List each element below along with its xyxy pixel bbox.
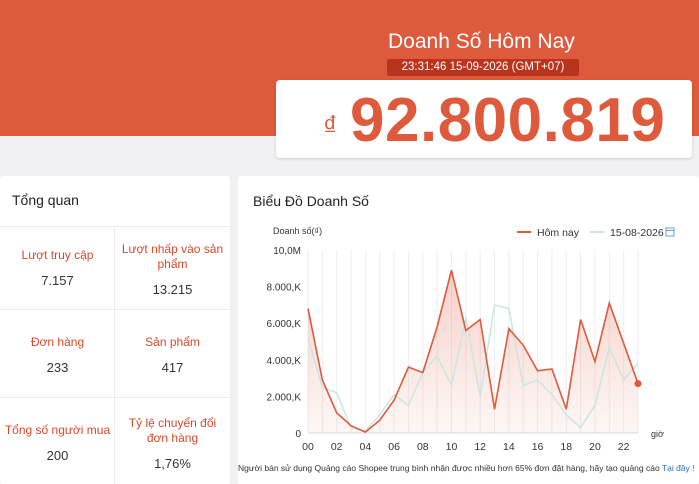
divider bbox=[0, 397, 230, 398]
metric-value: 200 bbox=[46, 448, 69, 463]
overview-title: Tổng quan bbox=[12, 192, 79, 208]
legend-label-compare: 15-08-2026 bbox=[610, 227, 664, 239]
x-tick-label: 18 bbox=[560, 441, 572, 453]
y-tick-label: 2.000,K bbox=[267, 392, 302, 403]
current-point-marker bbox=[634, 380, 642, 388]
divider bbox=[0, 309, 230, 310]
sales-chart: 0 2.000,K 4.000,K 6.000,K 8.000,K 10,0M 00 02 04… bbox=[267, 226, 675, 453]
metric-value: 13.215 bbox=[152, 282, 193, 297]
x-tick-label: 06 bbox=[388, 441, 400, 453]
x-tick-label: 10 bbox=[446, 441, 458, 453]
metric-products[interactable]: Sản phẩm 417 bbox=[115, 335, 230, 375]
metric-value: 233 bbox=[46, 360, 69, 375]
x-tick-label: 16 bbox=[532, 441, 544, 453]
y-tick-label: 0 bbox=[295, 429, 301, 440]
x-tick-label: 12 bbox=[474, 441, 486, 453]
divider bbox=[0, 226, 230, 227]
metric-value: 1,76% bbox=[154, 456, 191, 471]
series-line-today bbox=[307, 269, 639, 434]
x-tick-label: 20 bbox=[589, 441, 601, 453]
series-area-today bbox=[308, 270, 638, 433]
y-tick-label: 8.000,K bbox=[267, 283, 302, 294]
metric-label: Tỷ lệ chuyển đổi đơn hàng bbox=[128, 416, 217, 445]
chart-title: Biểu Đồ Doanh Số bbox=[253, 193, 369, 209]
currency-symbol: ₫ bbox=[323, 110, 338, 141]
x-tick-label: 04 bbox=[360, 441, 372, 453]
page-title: Doanh Số Hôm Nay bbox=[388, 30, 575, 53]
ads-link[interactable]: Tại đây ! bbox=[661, 463, 695, 473]
legend-label-today: Hôm nay bbox=[537, 227, 580, 239]
metric-label: Lượt nhấp vào sản phẩm bbox=[121, 242, 224, 271]
x-tick-label: 08 bbox=[417, 441, 429, 453]
y-tick-label: 6.000,K bbox=[267, 319, 302, 330]
ads-note-text: Người bán sử dụng Quảng cáo Shopee trung… bbox=[238, 463, 660, 473]
timestamp-badge: 23:31:46 15-09-2026 (GMT+07) bbox=[387, 59, 579, 76]
y-tick-label: 10,0M bbox=[273, 246, 301, 257]
metric-value: 7.157 bbox=[41, 273, 74, 288]
revenue-amount: 92.800.819 bbox=[350, 86, 666, 155]
overview-panel: Tổng quan Lượt truy cập 7.157 Lượt nhấp … bbox=[0, 176, 230, 484]
sales-chart-panel: Biểu Đồ Doanh Số 0 2.000,K 4.000,K 6.000,K 8… bbox=[238, 176, 699, 484]
x-tick-label: 22 bbox=[618, 441, 630, 453]
metric-conversion-rate[interactable]: Tỷ lệ chuyển đổi đơn hàng 1,76% bbox=[115, 416, 230, 471]
metric-label: Tổng số người mua bbox=[4, 423, 111, 437]
metric-value: 417 bbox=[161, 360, 184, 375]
x-tick-label: 14 bbox=[503, 441, 515, 453]
metric-product-clicks[interactable]: Lượt nhấp vào sản phẩm 13.215 bbox=[115, 242, 230, 297]
y-axis-label: Doanh số(₫) bbox=[273, 226, 322, 236]
metric-label: Đơn hàng bbox=[30, 335, 85, 349]
metric-visits[interactable]: Lượt truy cập 7.157 bbox=[0, 248, 115, 288]
metric-orders[interactable]: Đơn hàng 233 bbox=[0, 335, 115, 375]
calendar-icon[interactable] bbox=[665, 227, 675, 237]
revenue-card: ₫ 92.800.819 bbox=[276, 80, 692, 158]
ads-note: Người bán sử dụng Quảng cáo Shopee trung… bbox=[238, 463, 699, 473]
metric-buyers[interactable]: Tổng số người mua 200 bbox=[0, 423, 115, 463]
y-tick-label: 4.000,K bbox=[267, 356, 302, 367]
x-axis-label: giờ bbox=[651, 429, 664, 439]
x-tick-label: 00 bbox=[302, 441, 314, 453]
x-tick-label: 02 bbox=[331, 441, 343, 453]
metric-label: Sản phẩm bbox=[145, 335, 200, 349]
divider bbox=[114, 226, 115, 484]
metric-label: Lượt truy cập bbox=[21, 248, 94, 262]
